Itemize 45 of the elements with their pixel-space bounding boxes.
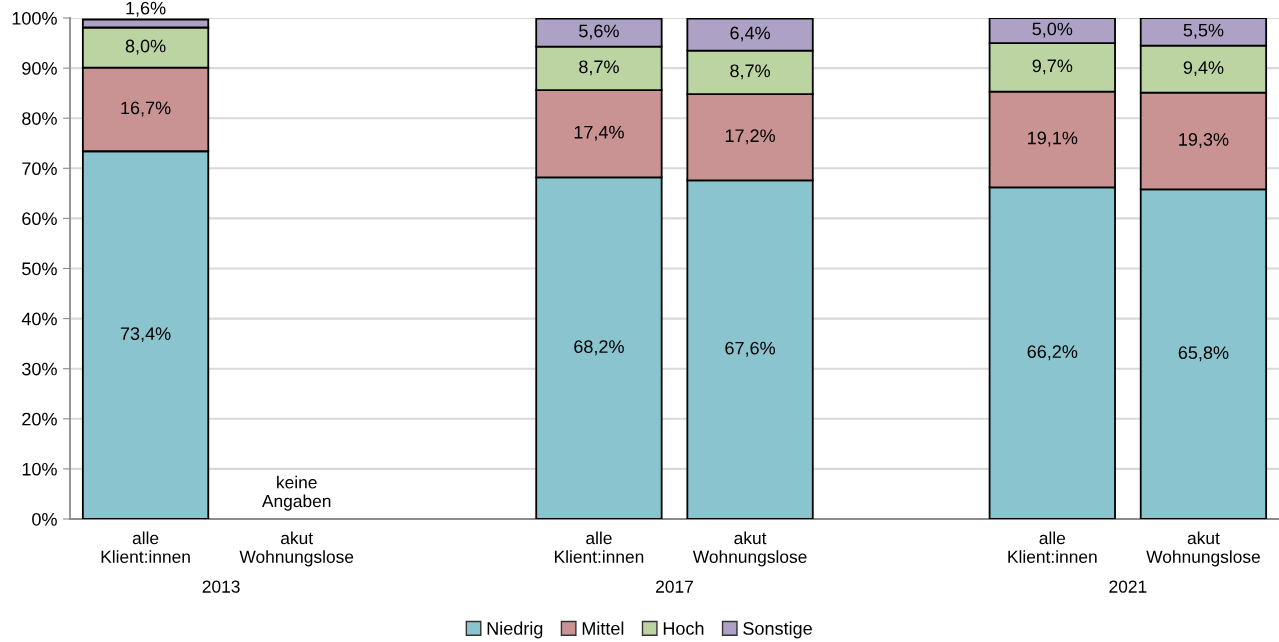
y-tick-label: 60% <box>22 212 57 226</box>
x-tick-label: akut Wohnungslose <box>692 531 807 567</box>
data-label: 19,3% <box>1179 133 1229 148</box>
data-label: 8,7% <box>730 64 770 80</box>
data-label: 5,0% <box>1032 22 1073 38</box>
data-label: 8,0% <box>125 39 166 55</box>
data-label: 17,4% <box>574 125 624 141</box>
data-label: 73,4% <box>120 327 171 343</box>
y-tick-label: 80% <box>22 112 57 125</box>
text: 2013 <box>202 580 240 593</box>
legend-label: Mittel <box>582 621 624 635</box>
y-tick-label: 100% <box>12 11 57 25</box>
y-tick-label: 10% <box>22 462 57 476</box>
text: 2017 <box>656 580 693 593</box>
x-tick-label: alle Klient:innen <box>101 531 190 563</box>
data-label: 65,8% <box>1178 346 1229 362</box>
y-tick-label: 30% <box>22 362 57 376</box>
data-label: 6,4% <box>730 26 770 42</box>
data-label: 66,2% <box>1027 345 1078 361</box>
data-label: 8,7% <box>579 60 619 76</box>
data-label: 68,2% <box>574 340 624 356</box>
y-tick-label: 0% <box>32 512 57 526</box>
x-tick-label: alle Klient:innen <box>1008 531 1097 563</box>
x-tick-label: alle Klient:innen <box>555 531 644 563</box>
data-label: 16,7% <box>121 101 171 117</box>
data-label: 9,4% <box>1183 61 1224 77</box>
legend-label: Niedrig <box>487 621 543 639</box>
y-tick-label: 20% <box>22 412 57 426</box>
annotation: keine Angaben <box>261 475 331 511</box>
data-label: 19,1% <box>1028 131 1078 147</box>
x-tick-label: akut Wohnungslose <box>239 531 354 567</box>
data-label: 5,5% <box>1183 23 1224 39</box>
legend-label: Hoch <box>663 621 704 635</box>
y-tick-label: 50% <box>22 262 57 276</box>
y-tick-label: 70% <box>22 162 57 176</box>
legend-label: Sonstige <box>743 621 812 639</box>
data-label: 9,7% <box>1032 59 1073 75</box>
x-tick-label: akut Wohnungslose <box>1146 531 1260 567</box>
data-label: 1,6% <box>126 1 166 17</box>
text: 2021 <box>1109 580 1147 593</box>
y-tick-label: 90% <box>22 62 57 75</box>
data-label: 17,2% <box>725 129 776 145</box>
data-label: 5,6% <box>579 24 619 40</box>
y-tick-label: 40% <box>21 312 57 326</box>
data-label: 67,6% <box>725 341 776 357</box>
